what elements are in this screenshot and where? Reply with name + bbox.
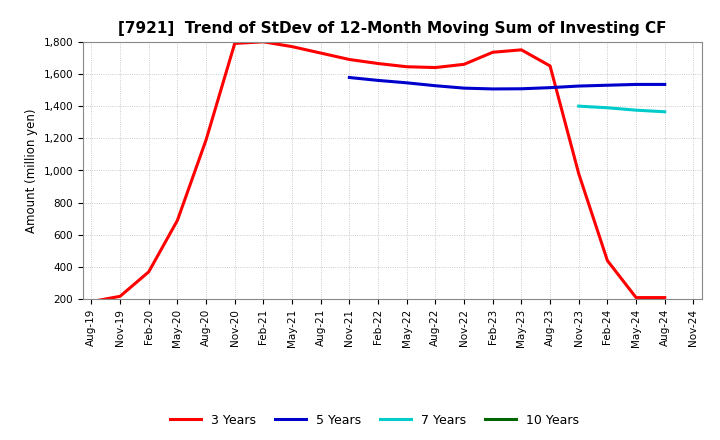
3 Years	[145, 269, 153, 275]
3 Years	[288, 44, 297, 49]
Line: 5 Years: 5 Years	[349, 77, 665, 89]
5 Years	[546, 85, 554, 90]
3 Years	[631, 295, 640, 300]
3 Years	[460, 62, 469, 67]
3 Years	[345, 57, 354, 62]
3 Years	[116, 293, 125, 299]
7 Years	[575, 103, 583, 109]
5 Years	[603, 83, 612, 88]
5 Years	[345, 75, 354, 80]
5 Years	[460, 85, 469, 91]
3 Years	[230, 41, 239, 46]
7 Years	[603, 105, 612, 110]
3 Years	[402, 64, 411, 70]
5 Years	[374, 78, 382, 83]
Line: 3 Years: 3 Years	[91, 42, 665, 301]
7 Years	[631, 107, 640, 113]
3 Years	[431, 65, 440, 70]
3 Years	[316, 51, 325, 56]
5 Years	[575, 84, 583, 89]
3 Years	[374, 61, 382, 66]
Title: [7921]  Trend of StDev of 12-Month Moving Sum of Investing CF: [7921] Trend of StDev of 12-Month Moving…	[118, 22, 667, 37]
3 Years	[87, 299, 96, 304]
5 Years	[402, 80, 411, 85]
7 Years	[660, 109, 669, 114]
3 Years	[575, 171, 583, 176]
Legend: 3 Years, 5 Years, 7 Years, 10 Years: 3 Years, 5 Years, 7 Years, 10 Years	[165, 409, 584, 432]
5 Years	[517, 86, 526, 92]
5 Years	[488, 86, 497, 92]
5 Years	[660, 82, 669, 87]
5 Years	[431, 83, 440, 88]
3 Years	[517, 47, 526, 52]
3 Years	[259, 39, 268, 44]
Y-axis label: Amount (million yen): Amount (million yen)	[25, 108, 38, 233]
3 Years	[603, 258, 612, 263]
3 Years	[173, 218, 181, 223]
3 Years	[488, 50, 497, 55]
3 Years	[660, 295, 669, 300]
3 Years	[202, 137, 210, 143]
3 Years	[546, 63, 554, 69]
Line: 7 Years: 7 Years	[579, 106, 665, 112]
5 Years	[631, 82, 640, 87]
